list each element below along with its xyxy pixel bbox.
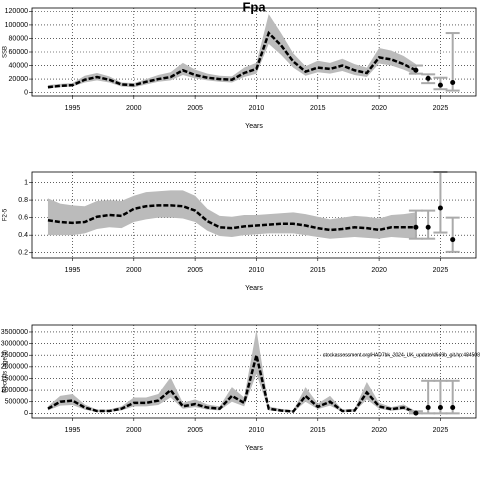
x-axis-label: Years — [245, 123, 263, 130]
projection-point — [425, 224, 431, 230]
estimate-line — [47, 354, 417, 414]
y-axis-label: SSB — [3, 46, 9, 58]
y-tick-label: 80000 — [9, 35, 29, 42]
y-tick-label: 20000 — [9, 76, 29, 83]
x-tick-label: 2010 — [249, 267, 265, 274]
x-tick-label: 1995 — [65, 427, 81, 434]
plot-area — [32, 325, 476, 418]
y-tick-label: 2000000 — [1, 364, 28, 371]
x-tick-label: 2025 — [433, 267, 449, 274]
x-tick-label: 2020 — [371, 267, 387, 274]
y-tick-label: 0 — [24, 89, 28, 96]
x-tick-label: 2020 — [371, 427, 387, 434]
y-tick-label: 0.2 — [18, 250, 28, 257]
confidence-band — [47, 190, 416, 239]
projection-point — [425, 75, 431, 81]
y-tick-label: 1500000 — [1, 375, 28, 382]
y-tick-label: 40000 — [9, 62, 29, 69]
x-tick-label: 2015 — [310, 427, 326, 434]
projection-point — [437, 82, 443, 88]
y-tick-label: 100000 — [5, 22, 28, 29]
y-tick-label: 3000000 — [1, 340, 28, 347]
projection-point — [437, 205, 443, 211]
chart-title: Fpa — [242, 0, 266, 14]
x-tick-label: 2010 — [249, 105, 265, 112]
y-tick-label: 0 — [24, 410, 28, 417]
y-tick-label: 500000 — [5, 399, 28, 406]
plot-area — [32, 172, 476, 258]
x-tick-label: 2000 — [126, 105, 142, 112]
confidence-band — [47, 14, 416, 89]
y-tick-label: 2500000 — [1, 352, 28, 359]
x-tick-label: 2025 — [433, 105, 449, 112]
x-tick-label: 2000 — [126, 267, 142, 274]
projection-point — [425, 405, 431, 411]
x-tick-label: 2000 — [126, 427, 142, 434]
projection-point — [450, 405, 456, 411]
x-tick-label: 1995 — [65, 105, 81, 112]
y-tick-label: 3500000 — [1, 329, 28, 336]
y-axis-label: Recruits (age 0) — [3, 350, 9, 393]
x-tick-label: 1995 — [65, 267, 81, 274]
plot-frame — [31, 171, 477, 259]
y-tick-label: 0.6 — [18, 214, 28, 221]
x-tick-label: 2015 — [310, 267, 326, 274]
x-tick-label: 2015 — [310, 105, 326, 112]
x-tick-label: 2005 — [187, 105, 203, 112]
x-axis-label: Years — [245, 445, 263, 452]
projection-point — [413, 67, 419, 73]
plot-frame — [31, 324, 477, 419]
y-tick-label: 60000 — [9, 49, 29, 56]
projection-point — [437, 405, 443, 411]
estimate-line — [47, 30, 417, 89]
y-tick-label: 0.8 — [18, 197, 28, 204]
y-tick-label: 1000000 — [1, 387, 28, 394]
y-tick-label: 120000 — [5, 8, 28, 15]
plot-area — [32, 8, 476, 96]
plot-frame — [31, 7, 477, 97]
x-tick-label: 2010 — [249, 427, 265, 434]
y-axis-label: F2-5 — [3, 208, 9, 221]
x-tick-label: 2025 — [433, 427, 449, 434]
y-tick-label: 1 — [24, 179, 28, 186]
y-tick-label: 0.4 — [18, 232, 28, 239]
x-axis-label: Years — [245, 285, 263, 292]
x-tick-label: 2005 — [187, 427, 203, 434]
projection-point — [413, 224, 419, 230]
annotation: stockassessment.org/HAD7bk_2024_UK_updat… — [323, 352, 480, 358]
projection-point — [450, 79, 456, 85]
estimate-line — [47, 204, 416, 232]
x-tick-label: 2005 — [187, 267, 203, 274]
confidence-band — [47, 329, 416, 414]
projection-point — [450, 237, 456, 243]
x-tick-label: 2020 — [371, 105, 387, 112]
projection-point — [413, 410, 419, 416]
